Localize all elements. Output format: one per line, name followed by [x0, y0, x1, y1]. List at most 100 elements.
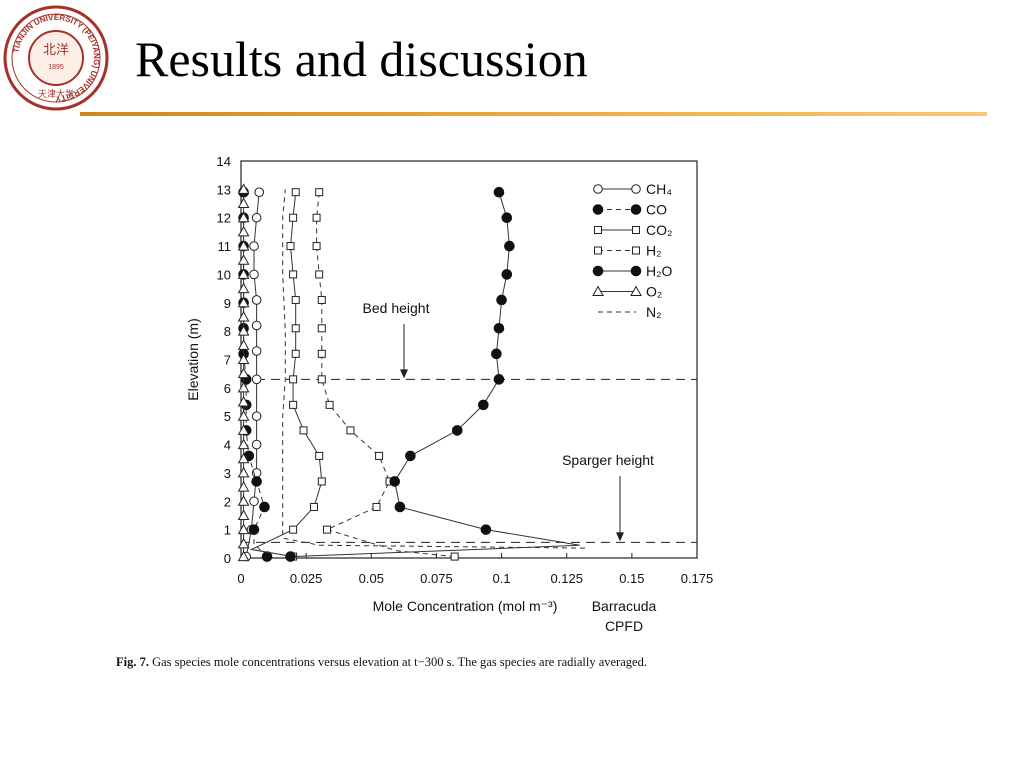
data-point-ch-0: [254, 187, 265, 197]
legend-marker: [594, 226, 602, 234]
data-point-ch-0: [251, 212, 262, 223]
data-point-co-2: [291, 324, 300, 333]
data-point-co-2: [317, 477, 326, 486]
series-line-co-2: [249, 192, 323, 558]
data-point-h-3: [317, 324, 326, 333]
title-divider: [80, 112, 987, 116]
y-tick-label: 11: [218, 239, 232, 254]
legend-marker: [632, 246, 640, 255]
x-tick-label: 0.125: [550, 571, 583, 586]
data-point-o-5: [237, 240, 250, 251]
data-point-co-2: [289, 400, 298, 409]
data-point-ho-4: [493, 374, 505, 385]
legend-marker: [632, 226, 640, 234]
data-point-co-2: [299, 426, 308, 435]
data-point-ch-0: [251, 374, 262, 385]
legend-label: H₂O: [646, 263, 673, 279]
legend-label: CH₄: [646, 181, 672, 197]
data-point-o-5: [237, 381, 250, 393]
data-point-o-5: [237, 550, 250, 562]
data-point-o-5: [237, 254, 250, 265]
data-point-ho-4: [496, 294, 507, 306]
data-point-o-5: [237, 353, 250, 364]
legend-label: CO: [646, 202, 667, 218]
data-point-o-5: [237, 410, 250, 421]
data-point-ho-4: [491, 348, 502, 360]
bed-height-arrowhead: [400, 369, 408, 379]
data-point-ho-4: [493, 323, 505, 334]
y-axis-label: Elevation (m): [185, 318, 201, 400]
legend-marker: [592, 204, 604, 215]
y-tick-label: 5: [224, 409, 231, 424]
data-point-h-3: [322, 525, 331, 534]
figure-caption: Fig. 7. Gas species mole concentrations …: [116, 655, 647, 670]
data-point-ho-4: [405, 450, 416, 462]
source-note: Barracuda: [592, 598, 657, 614]
legend-marker: [594, 246, 602, 255]
data-point-co-2: [309, 502, 318, 511]
legend-marker: [592, 265, 604, 277]
legend-marker: [631, 184, 641, 194]
data-point-co-2: [291, 349, 300, 358]
y-tick-label: 2: [224, 494, 231, 509]
data-point-o-5: [237, 523, 250, 535]
x-tick-label: 0.15: [619, 571, 644, 586]
legend-label: N₂: [646, 304, 662, 320]
legend-label: CO₂: [646, 222, 672, 238]
source-note: CPFD: [605, 618, 643, 634]
legend-marker: [593, 184, 603, 194]
y-tick-label: 9: [224, 296, 231, 311]
data-point-co-2: [289, 525, 298, 534]
y-tick-label: 7: [224, 353, 231, 368]
university-logo: TIANJIN UNIVERSITY (PEIYANG) UNIVERSITY …: [3, 5, 109, 111]
data-point-h-3: [375, 451, 384, 460]
y-tick-label: 8: [224, 324, 231, 339]
data-point-o-5: [237, 310, 250, 322]
data-point-ho-4: [285, 551, 296, 562]
y-tick-label: 14: [217, 154, 231, 169]
data-point-co-1: [251, 476, 262, 487]
data-point-h-3: [317, 295, 326, 304]
data-point-o-5: [237, 282, 250, 294]
data-point-o-5: [237, 296, 250, 308]
data-point-ch-0: [251, 320, 262, 331]
legend-marker: [630, 204, 642, 215]
y-tick-label: 12: [217, 211, 231, 226]
y-tick-label: 3: [224, 466, 231, 481]
data-point-ho-4: [501, 212, 513, 224]
legend-marker: [630, 285, 642, 296]
data-point-h-3: [312, 242, 321, 251]
figure-caption-label: Fig. 7.: [116, 655, 149, 669]
data-point-o-5: [237, 396, 250, 407]
bed-height-label: Bed height: [363, 300, 430, 316]
x-tick-label: 0: [237, 571, 244, 586]
x-tick-label: 0.025: [290, 571, 323, 586]
legend-marker: [592, 285, 604, 296]
x-tick-label: 0.175: [681, 571, 714, 586]
data-point-ch-0: [249, 496, 259, 507]
series-line-n-6: [282, 189, 586, 549]
data-point-co-1: [248, 524, 260, 535]
data-point-o-5: [237, 537, 250, 549]
data-point-ho-4: [478, 399, 489, 411]
y-tick-label: 1: [224, 523, 231, 538]
series-line-ho-4: [290, 192, 580, 558]
data-point-co-2: [286, 242, 295, 251]
sparger-height-label: Sparger height: [562, 452, 654, 468]
logo-year: 1895: [48, 64, 64, 71]
data-point-o-5: [237, 452, 250, 464]
figure-caption-text: Gas species mole concentrations versus e…: [152, 655, 647, 669]
data-point-co-2: [291, 295, 300, 304]
data-point-h-3: [317, 375, 326, 384]
data-point-ho-4: [493, 186, 505, 198]
data-point-o-5: [237, 438, 250, 450]
y-tick-label: 4: [224, 438, 231, 453]
logo-chinese-name: 天津大学: [38, 88, 74, 100]
data-point-o-5: [237, 466, 250, 478]
data-point-o-5: [237, 495, 250, 506]
x-axis-label: Mole Concentration (mol m⁻³): [373, 598, 558, 614]
data-point-ch-0: [251, 411, 262, 422]
data-point-ho-4: [480, 524, 492, 535]
data-point-h-3: [315, 188, 324, 197]
